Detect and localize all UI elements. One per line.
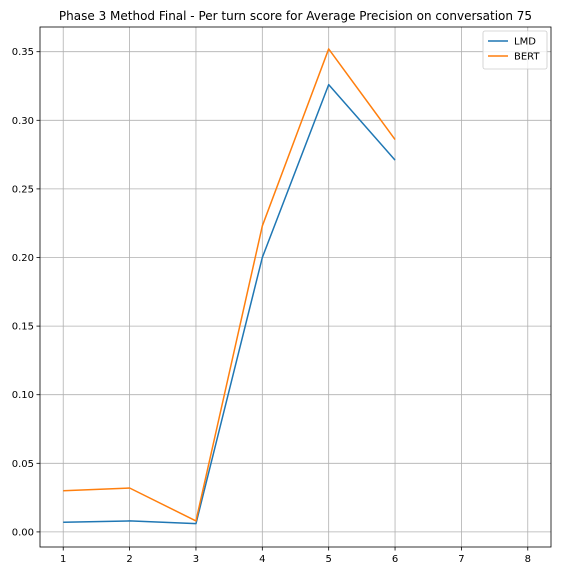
x-tick-label: 1: [60, 554, 66, 565]
x-tick-label: 6: [392, 554, 398, 565]
legend: LMD BERT: [482, 30, 548, 70]
x-tick-label: 3: [193, 554, 199, 565]
plot-frame: [39, 26, 552, 548]
y-tick-label: 0.05: [12, 459, 34, 470]
y-tick-label: 0.20: [12, 253, 34, 264]
x-tick-label: 4: [259, 554, 265, 565]
y-tick-label: 0.15: [12, 322, 34, 333]
x-tick-label: 8: [525, 554, 531, 565]
y-tick-label: 0.10: [12, 390, 34, 401]
x-tick-label: 7: [458, 554, 464, 565]
x-tick-label: 5: [325, 554, 331, 565]
y-tick-label: 0.25: [12, 184, 34, 195]
series-line-bert: [63, 48, 396, 522]
y-tick-label: 0.30: [12, 116, 34, 127]
legend-label-lmd: LMD: [514, 37, 536, 48]
grid-lines: [40, 27, 551, 547]
y-axis-ticks: 0.00 0.05 0.10 0.15 0.20 0.25 0.30 0.35: [12, 47, 40, 538]
chart-title: Phase 3 Method Final - Per turn score fo…: [59, 9, 532, 23]
series-line-lmd: [63, 83, 396, 525]
x-axis-ticks: 1 2 3 4 5 6 7 8: [60, 547, 531, 565]
x-tick-label: 2: [126, 554, 132, 565]
series-layer: [63, 48, 396, 525]
y-tick-label: 0.00: [12, 527, 34, 538]
y-tick-label: 0.35: [12, 47, 34, 58]
legend-label-bert: BERT: [514, 52, 540, 63]
